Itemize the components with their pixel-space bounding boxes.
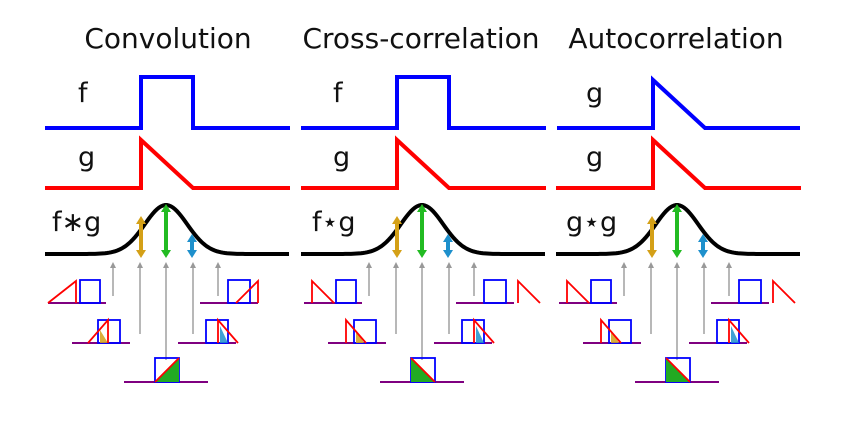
label-top-signal-1: f	[78, 78, 88, 109]
snap2-g-3	[600, 317, 622, 344]
marker-right-1-head-bottom	[187, 250, 197, 258]
snap2-overlap-1	[100, 330, 108, 343]
snap1-g-3	[566, 278, 590, 304]
gray-arrow-e-1-head	[215, 262, 221, 268]
gray-arrow-b-3-head	[648, 262, 654, 268]
panel-title-cross-correlation: Cross-correlation	[302, 22, 540, 55]
snap2-g-1	[87, 317, 109, 344]
result-trace-2	[301, 203, 545, 256]
label-mid-signal-1: g	[78, 142, 96, 173]
label-top-signal-2: f	[333, 78, 343, 109]
marker-left-2-head-top	[392, 216, 402, 224]
marker-center-2-head-top	[417, 204, 427, 212]
marker-right-2-head-top	[443, 234, 453, 242]
snap1-f-rect-1	[79, 279, 101, 304]
marker-left-3-head-bottom	[647, 250, 657, 258]
gray-arrow-a-2-head	[366, 262, 372, 268]
snap3-g-3	[665, 357, 691, 383]
gray-arrow-e-2-head	[471, 262, 477, 268]
gray-arrow-c-2-head	[419, 262, 425, 268]
label-result-2: f⋆g	[312, 207, 356, 238]
gray-arrow-c-3-head	[674, 262, 680, 268]
snap1-g-1	[47, 279, 77, 304]
snap5-f-rect-1	[227, 279, 251, 304]
gray-arrow-d-1-head	[190, 262, 196, 268]
label-mid-signal-2: g	[333, 142, 351, 173]
marker-left-1-head-bottom	[136, 250, 146, 258]
label-mid-signal-3: g	[586, 142, 604, 173]
gray-arrow-e-3-head	[726, 262, 732, 268]
marker-left-3-head-top	[647, 216, 657, 224]
top-trace-1	[45, 75, 290, 130]
panel-title-convolution: Convolution	[84, 22, 252, 55]
result-trace-3	[556, 203, 800, 256]
snap1-f-rect-3	[590, 279, 612, 304]
snap3-g-1	[154, 357, 180, 383]
gray-arrow-c-1-head	[163, 262, 169, 268]
label-top-signal-3: g	[586, 78, 604, 109]
result-trace-1	[45, 203, 289, 256]
snap4-overlap-1	[220, 326, 228, 343]
marker-center-2-head-bottom	[417, 250, 427, 258]
marker-right-2-head-bottom	[443, 250, 453, 258]
marker-right-1-head-top	[187, 234, 197, 242]
snap4-overlap-2	[476, 326, 484, 343]
snap5-g-3	[772, 278, 796, 304]
marker-center-3-head-top	[672, 204, 682, 212]
snap1-f-rect-2	[335, 279, 357, 304]
snap5-g-2	[517, 278, 541, 304]
snap3-g-2	[410, 357, 436, 383]
snap5-f-rect-3	[738, 279, 762, 304]
marker-left-2-head-bottom	[392, 250, 402, 258]
marker-left-1-head-top	[136, 216, 146, 224]
gray-arrow-b-1-head	[137, 262, 143, 268]
top-trace-2	[301, 75, 546, 130]
gray-arrow-d-2-head	[446, 262, 452, 268]
mid-trace-2	[301, 135, 546, 190]
snap2-g-2	[345, 317, 367, 344]
snap4-g-2	[473, 317, 495, 344]
top-trace-3	[557, 75, 800, 130]
gray-arrow-d-3-head	[701, 262, 707, 268]
marker-center-3-head-bottom	[672, 250, 682, 258]
marker-center-1-head-top	[161, 204, 171, 212]
mid-trace-1	[45, 135, 290, 190]
snap4-overlap-3	[731, 326, 739, 343]
marker-right-3-head-bottom	[698, 250, 708, 258]
gray-arrow-b-2-head	[393, 262, 399, 268]
snap1-g-2	[311, 278, 335, 304]
mid-trace-3	[556, 135, 801, 190]
snap5-g-1	[235, 278, 259, 304]
snap4-g-3	[728, 317, 750, 344]
label-result-1: f∗g	[52, 207, 102, 238]
marker-right-3-head-top	[698, 234, 708, 242]
panel-title-autocorrelation: Autocorrelation	[568, 22, 784, 55]
label-result-3: g⋆g	[566, 207, 618, 238]
snap4-g-1	[217, 317, 239, 344]
marker-center-1-head-bottom	[161, 250, 171, 258]
snap5-f-rect-2	[483, 279, 507, 304]
gray-arrow-a-1-head	[110, 262, 116, 268]
gray-arrow-a-3-head	[621, 262, 627, 268]
